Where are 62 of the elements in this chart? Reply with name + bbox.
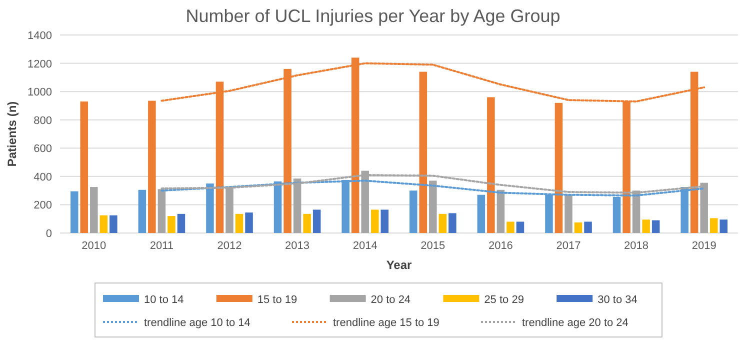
y-tick-label: 200 [34, 200, 52, 212]
bar [642, 220, 650, 233]
bar [80, 101, 88, 233]
bar [720, 220, 728, 233]
x-tick-label: 2013 [285, 240, 310, 252]
bar [574, 222, 582, 233]
bar [554, 102, 563, 233]
bar [168, 216, 176, 233]
x-tick-label: 2016 [488, 240, 513, 252]
bar [370, 210, 379, 233]
y-tick-label: 0 [46, 228, 52, 240]
legend-label: trendline age 20 to 24 [522, 317, 628, 329]
bar [148, 100, 156, 233]
bar [90, 187, 98, 233]
legend-label: 15 to 19 [257, 294, 298, 306]
x-tick-label: 2019 [692, 240, 716, 252]
bar [245, 212, 253, 233]
legend-label: 30 to 34 [598, 294, 638, 306]
bar [496, 190, 505, 233]
y-tick-label: 1400 [28, 30, 52, 42]
bar [419, 72, 428, 233]
bar [70, 191, 78, 233]
y-axis-title: Patients (n) [5, 101, 19, 167]
y-tick-label: 600 [34, 143, 52, 156]
bar [477, 194, 486, 233]
y-tick-label: 1200 [28, 58, 52, 70]
legend-label: 20 to 24 [370, 294, 411, 306]
bar [138, 190, 146, 233]
legend-label: 10 to 14 [144, 294, 184, 306]
x-tick-label: 2010 [82, 240, 106, 252]
bar [710, 218, 718, 233]
bar [584, 222, 592, 233]
x-tick-label: 2011 [150, 240, 174, 252]
legend-label: trendline age 10 to 14 [144, 317, 250, 329]
bar [409, 190, 418, 233]
bar [235, 214, 244, 233]
x-tick-label: 2015 [420, 240, 446, 252]
chart-title: Number of UCL Injuries per Year by Age Group [186, 6, 560, 26]
y-tick-label: 400 [34, 171, 52, 184]
bar [100, 215, 108, 233]
bar [506, 222, 514, 233]
bar [438, 214, 447, 233]
bar [516, 222, 524, 233]
legend-label: trendline age 15 to 19 [333, 317, 440, 329]
y-tick-label: 1000 [28, 86, 52, 99]
bar [564, 194, 572, 233]
bar [177, 214, 186, 233]
x-tick-label: 2012 [217, 240, 242, 252]
x-tick-label: 2018 [624, 240, 649, 252]
x-tick-label: 2017 [556, 240, 581, 252]
bar [429, 180, 437, 233]
x-tick-label: 2014 [352, 240, 378, 252]
bar [380, 210, 389, 233]
bar [652, 220, 660, 233]
bar [303, 214, 311, 233]
y-tick-label: 800 [34, 114, 52, 127]
x-axis-title: Year [386, 258, 412, 272]
bar [448, 213, 456, 233]
bar [110, 215, 118, 233]
bar [487, 97, 495, 233]
legend-label: 25 to 29 [484, 294, 524, 306]
bar [312, 210, 321, 233]
